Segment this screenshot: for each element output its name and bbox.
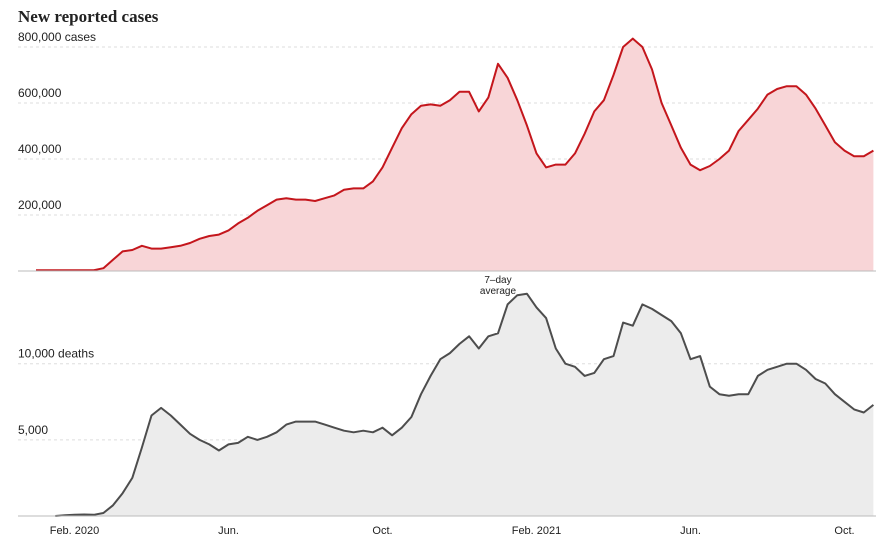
- x-tick-label: Feb. 2021: [512, 525, 562, 536]
- annotation: 7–day average: [479, 275, 517, 297]
- area-fill: [55, 293, 874, 516]
- y-tick-label: 200,000: [18, 198, 62, 212]
- line: [36, 37, 874, 272]
- y-tick-label: 600,000: [18, 86, 62, 100]
- y-tick-label: 10,000 deaths: [18, 347, 94, 361]
- y-tick-label: 800,000 cases: [18, 30, 96, 44]
- area-fill: [36, 38, 874, 271]
- y-tick-label: 5,000: [18, 423, 48, 437]
- x-tick-label: Oct.: [834, 525, 854, 536]
- x-tick-label: Jun.: [680, 525, 701, 536]
- x-tick-label: Feb. 2020: [50, 525, 100, 536]
- y-tick-label: 400,000: [18, 142, 62, 156]
- line: [55, 292, 875, 517]
- chart-title: New reported cases: [18, 7, 159, 26]
- x-tick-label: Jun.: [218, 525, 239, 536]
- x-tick-label: Oct.: [372, 525, 392, 536]
